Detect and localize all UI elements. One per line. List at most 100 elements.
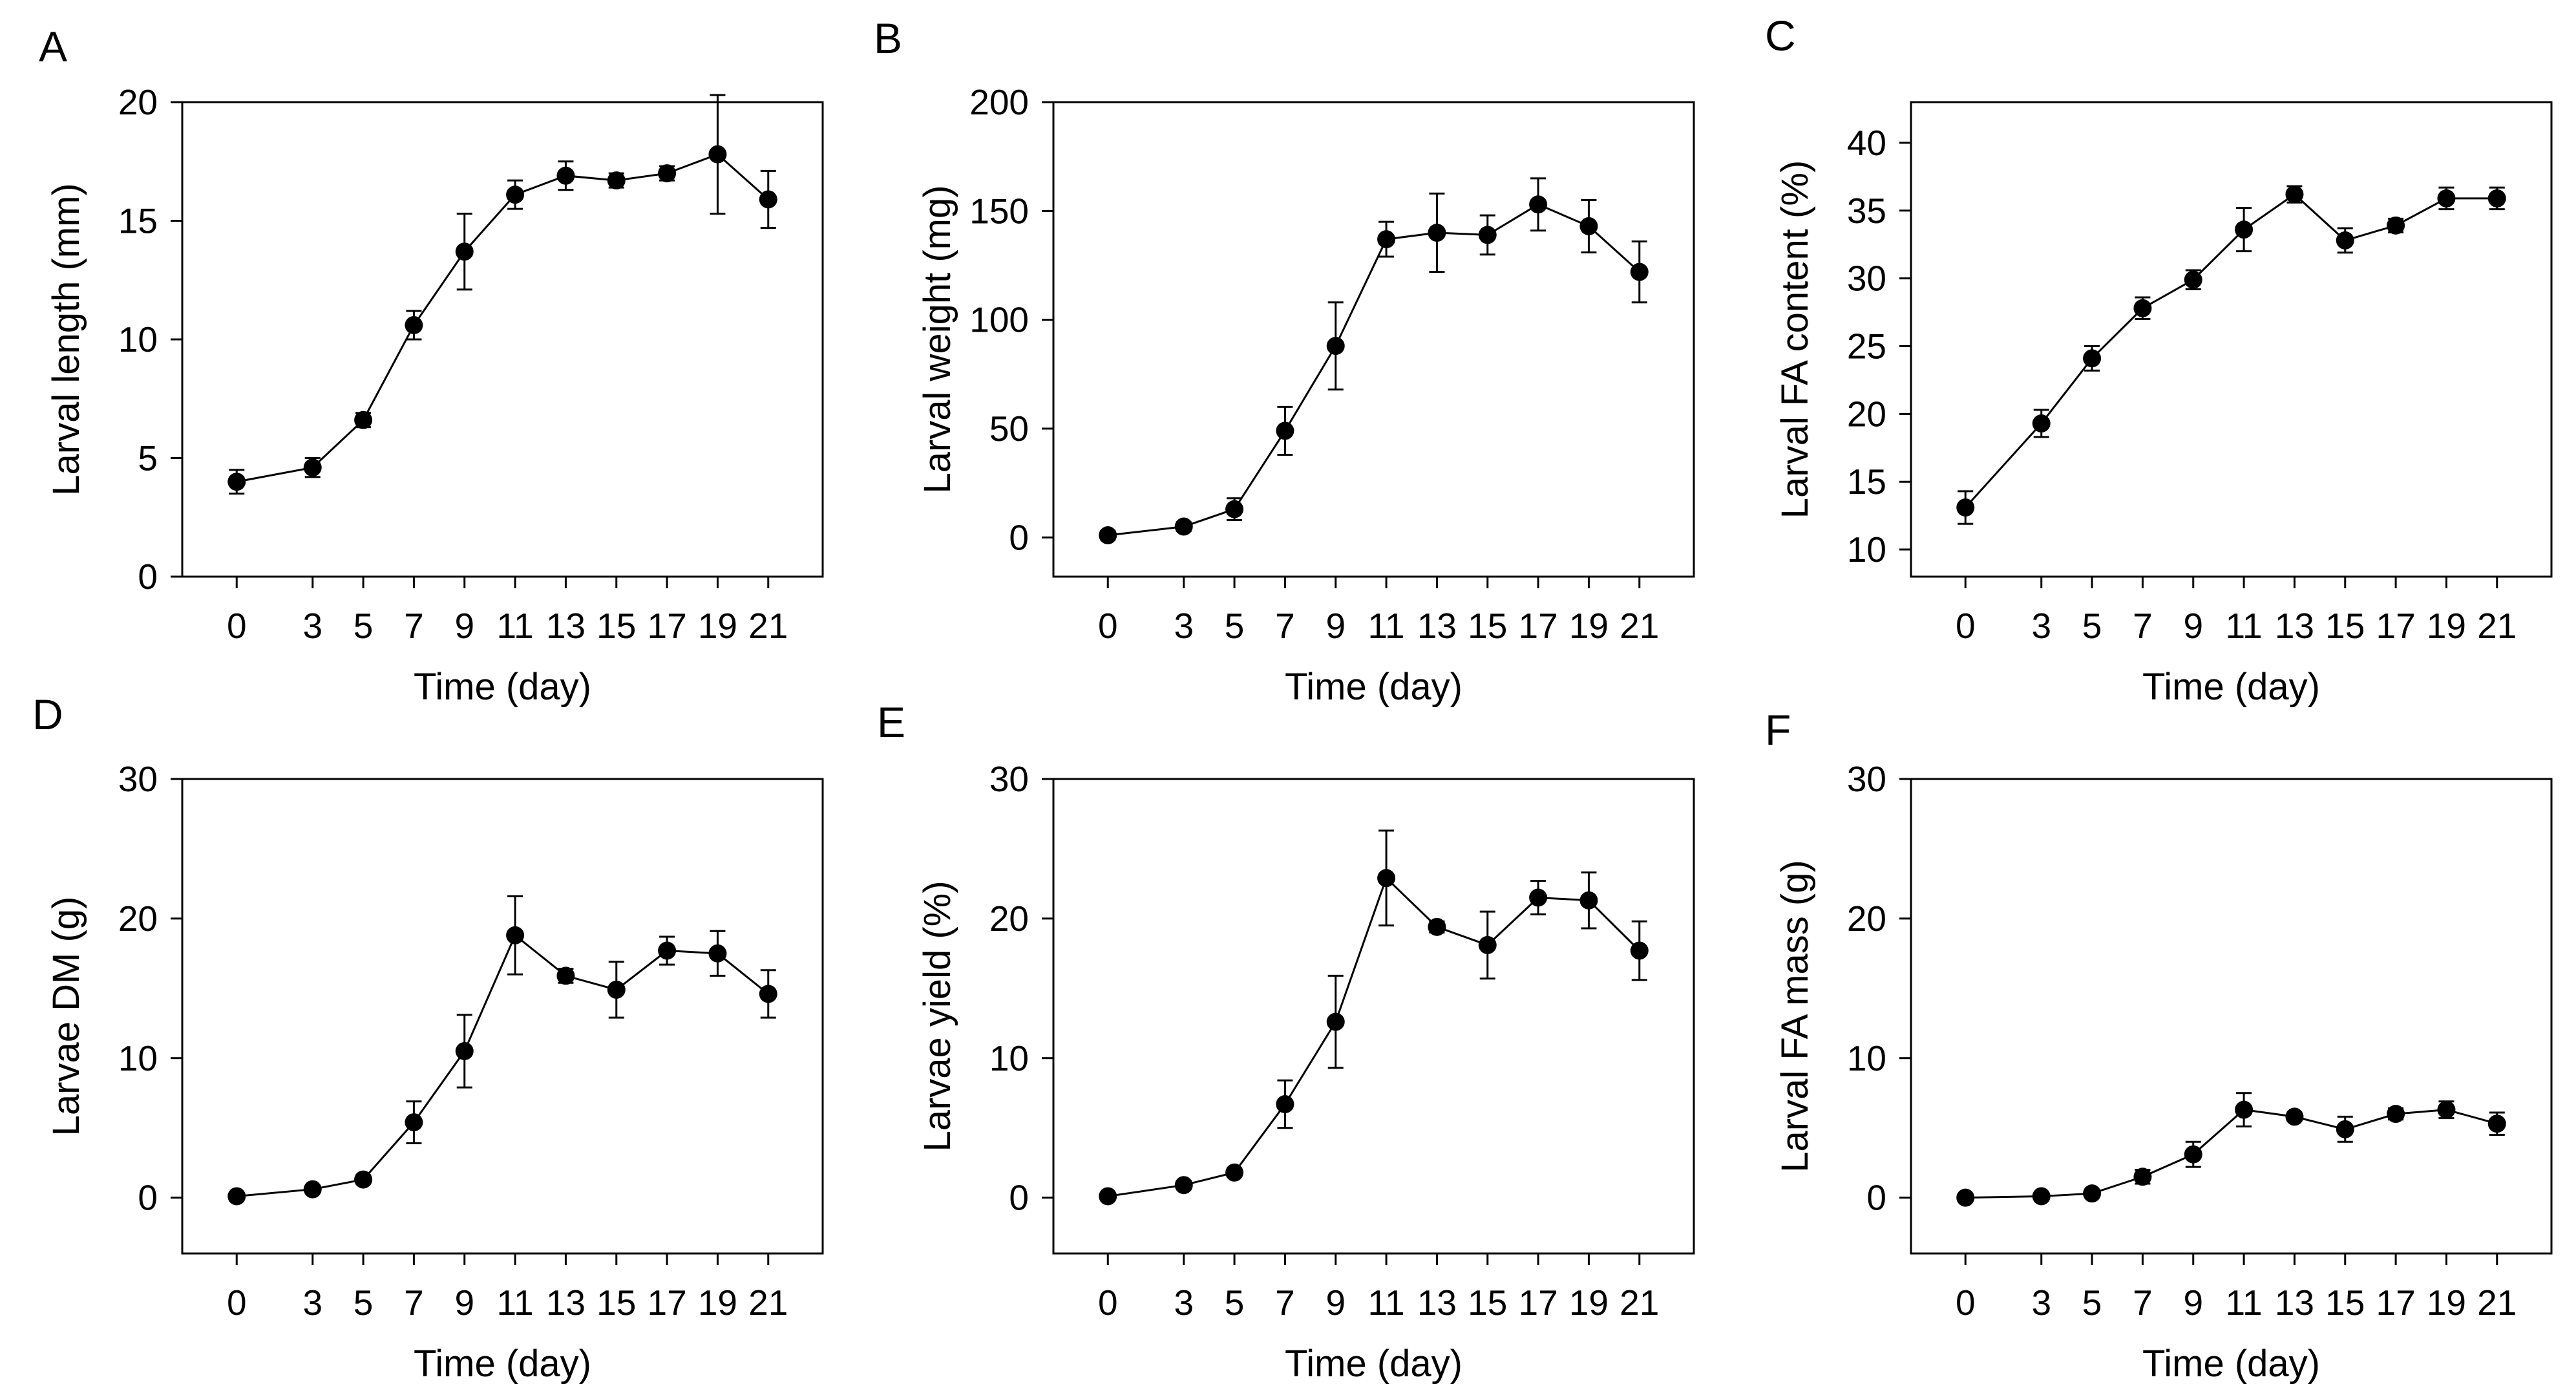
panel-e-letter: E — [877, 698, 905, 746]
panel-b-y-tick-label: 0 — [1009, 517, 1029, 557]
panel-f-y-tick-label: 0 — [1866, 1178, 1886, 1218]
panel-c-x-tick-label: 13 — [2275, 606, 2314, 646]
panel-c-x-tick-label: 9 — [2183, 606, 2203, 646]
panel-c-x-tick-label: 0 — [1956, 606, 1976, 646]
panel-b-series-line — [1108, 203, 1640, 537]
panel-f-x-tick-label: 19 — [2427, 1283, 2466, 1323]
panel-d-data-point — [227, 1187, 246, 1206]
panel-c-data-point — [2487, 189, 2506, 208]
panel-c-x-tick-label: 19 — [2427, 606, 2466, 646]
panel-c-x-tick-label: 17 — [2376, 606, 2415, 646]
panel-e-data-point — [1174, 1176, 1193, 1195]
panel-c-plot-frame — [1910, 101, 2553, 578]
panel-f-data-point — [2032, 1187, 2051, 1206]
panel-b-x-tick-label: 19 — [1569, 606, 1609, 646]
panel-c-x-tick-label: 11 — [2226, 606, 2263, 646]
panel-b-data-point — [1326, 337, 1345, 356]
panel-b-y-tick-label: 200 — [969, 82, 1029, 122]
panel-d-data-point — [607, 980, 626, 999]
panel-a-data-point — [405, 315, 423, 334]
panel-c-data-point — [2437, 189, 2456, 208]
panel-a-y-tick-label: 15 — [118, 201, 158, 241]
panel-b-letter: B — [874, 14, 902, 62]
panel-d-x-tick-label: 21 — [748, 1283, 788, 1323]
panel-f-series-line — [1965, 1109, 2498, 1199]
panel-f-x-tick-label: 7 — [2133, 1283, 2153, 1323]
panel-a-x-tick-label: 19 — [698, 606, 737, 646]
panel-e-data-point — [1579, 891, 1598, 910]
panel-a-x-tick-label: 9 — [454, 606, 474, 646]
panel-a-data-point — [708, 145, 727, 164]
panel-b-data-point — [1276, 421, 1294, 440]
panel-c-letter: C — [1765, 12, 1796, 59]
panel-c-data-point — [2387, 216, 2405, 235]
panel-c-y-tick-label: 15 — [1847, 462, 1886, 502]
panel-a-x-tick-label: 11 — [497, 606, 534, 646]
panel-e-y-tick-label: 20 — [989, 899, 1029, 939]
panel-a-y-axis-title: Larval length (mm) — [45, 183, 87, 495]
panel-b-plot-frame — [1052, 101, 1695, 578]
panel-f-letter: F — [1765, 706, 1791, 754]
panel-b-data-point — [1529, 195, 1548, 214]
panel-a-data-point — [506, 186, 525, 204]
panel-b-x-tick-label: 3 — [1174, 606, 1194, 646]
panel-e-x-tick-label: 3 — [1174, 1283, 1194, 1323]
panel-b-data-point — [1225, 500, 1244, 518]
panel-a-x-tick-label: 7 — [404, 606, 424, 646]
panel-f-y-tick-label: 10 — [1847, 1038, 1886, 1078]
panel-e-y-tick-label: 0 — [1009, 1178, 1029, 1218]
panel-e-x-tick-label: 17 — [1518, 1283, 1557, 1323]
panel-d-x-tick-label: 15 — [596, 1283, 636, 1323]
panel-a-data-point — [303, 458, 322, 477]
panel-d-y-tick-label: 0 — [138, 1178, 158, 1218]
panel-d-y-tick-label: 20 — [118, 899, 158, 939]
panel-d-x-tick-label: 17 — [647, 1283, 686, 1323]
panel-c-data-point — [2133, 299, 2152, 317]
panel-e-x-axis-title: Time (day) — [1285, 1343, 1462, 1385]
panel-f-data-point — [2133, 1168, 2152, 1186]
panel-a-data-point — [607, 171, 626, 190]
panel-e-x-tick-label: 9 — [1325, 1283, 1346, 1323]
panel-b-x-tick-label: 0 — [1098, 606, 1118, 646]
panel-a-series-line — [236, 153, 769, 483]
panel-d-x-tick-label: 0 — [227, 1283, 247, 1323]
panel-c-x-tick-label: 3 — [2031, 606, 2051, 646]
panel-b-data-point — [1630, 262, 1649, 281]
panel-c-data-point — [2032, 414, 2051, 433]
panel-e-data-point — [1529, 888, 1548, 907]
panel-e-data-point — [1225, 1163, 1244, 1182]
panel-c-x-tick-label: 5 — [2082, 606, 2102, 646]
panel-e-x-tick-label: 21 — [1620, 1283, 1659, 1323]
panel-e-x-tick-label: 15 — [1468, 1283, 1507, 1323]
panel-e-series-line — [1107, 876, 1640, 1197]
panel-b-x-tick-label: 15 — [1468, 606, 1507, 646]
panel-e-data-point — [1377, 869, 1396, 888]
panel-a-data-point — [658, 164, 677, 183]
panel-d-data-point — [455, 1041, 474, 1060]
panel-d-x-tick-label: 5 — [354, 1283, 374, 1323]
panel-c-data-point — [2285, 185, 2304, 204]
panel-a-x-tick-label: 13 — [546, 606, 586, 646]
panel-f-x-tick-label: 0 — [1956, 1283, 1976, 1323]
panel-b-x-tick-label: 21 — [1620, 606, 1659, 646]
panel-b-y-tick-label: 100 — [969, 300, 1029, 340]
panel-a-letter: A — [39, 23, 67, 70]
panel-a-x-tick-label: 5 — [354, 606, 374, 646]
panel-b-data-point — [1478, 226, 1497, 244]
panel-d-x-tick-label: 13 — [546, 1283, 586, 1323]
panel-f-data-point — [2387, 1105, 2405, 1124]
panel-d-y-tick-label: 10 — [118, 1038, 158, 1078]
panel-d-data-point — [759, 985, 777, 1003]
panel-f-y-tick-label: 20 — [1847, 899, 1886, 939]
panel-d-x-tick-label: 3 — [302, 1283, 322, 1323]
panel-f-y-axis-title: Larval FA mass (g) — [1774, 860, 1816, 1172]
panel-c-data-point — [1956, 498, 1975, 517]
panel-a-data-point — [455, 242, 474, 261]
panel-f-data-point — [2285, 1107, 2304, 1126]
panel-c-x-tick-label: 21 — [2477, 606, 2517, 646]
panel-b-x-tick-label: 5 — [1225, 606, 1245, 646]
panel-f-x-tick-label: 9 — [2183, 1283, 2203, 1323]
panel-c-series-line — [1965, 193, 2497, 509]
panel-c-y-tick-label: 35 — [1847, 191, 1886, 231]
